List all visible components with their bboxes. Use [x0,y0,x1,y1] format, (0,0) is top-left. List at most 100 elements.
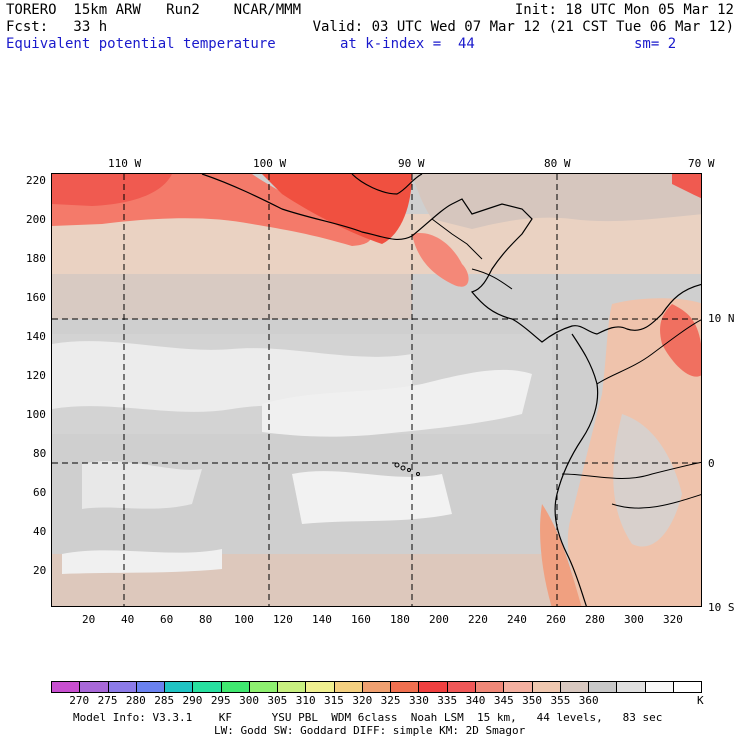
colorbar-swatch [362,682,392,692]
colorbar-tick-label: 310 [295,694,316,707]
colorbar-tick-label: 345 [493,694,514,707]
x-tick-320: 320 [663,613,683,626]
colorbar-swatch [306,682,335,692]
colorbar-unit: K [697,694,704,707]
x-tick-260: 260 [546,613,566,626]
lon-label-90w: 90 W [398,157,425,170]
y-tick-140: 140 [26,330,46,343]
galapagos-island-2 [400,465,406,471]
pale-region-central [262,369,532,437]
x-tick-200: 200 [429,613,449,626]
border-colombia [596,319,701,385]
lat-label-10n: 10 N [708,312,735,325]
lon-label-110w: 110 W [108,157,142,170]
colorbar-swatch [645,682,674,692]
lat-label-10s: 10 S [708,601,735,614]
border-ecuador-peru [561,461,701,479]
x-tick-280: 280 [585,613,605,626]
colorbar-swatch [193,682,222,692]
x-tick-120: 120 [273,613,293,626]
colorbar-swatch [617,682,646,692]
pale-region-south [292,471,452,524]
colorbar-swatch [278,682,307,692]
colorbar-tick-label: 305 [267,694,288,707]
galapagos-island-3 [407,468,411,472]
colorbar-tick-label: 350 [522,694,543,707]
valid-time: Valid: 03 UTC Wed 07 Mar 12 (21 CST Tue … [312,19,734,35]
border-guatemala [431,218,483,260]
colorbar-swatch [136,682,166,692]
colorbar-swatch [419,682,448,692]
x-tick-40: 40 [121,613,135,626]
colorbar-swatch [673,682,702,692]
galapagos-island-4 [416,472,420,476]
x-tick-180: 180 [390,613,410,626]
y-tick-60: 60 [33,486,47,499]
colorbar-swatch [334,682,363,692]
colorbar-tick-label: 325 [380,694,401,707]
x-tick-300: 300 [624,613,644,626]
colorbar-tick-label: 335 [437,694,458,707]
x-tick-100: 100 [234,613,254,626]
x-tick-160: 160 [351,613,371,626]
colorbar-swatch [475,682,505,692]
coastline-central-america [201,174,701,343]
border-honduras [471,268,513,290]
border-peru-brazil [611,494,701,509]
colorbar-tick-label: 355 [550,694,571,707]
colorbar-tick-label: 270 [69,694,90,707]
colorbar [51,681,702,693]
hot-core-caribbean [672,174,701,199]
colorbar-swatch [391,682,420,692]
colorbar-swatch [249,682,279,692]
colorbar-tick-label: 285 [154,694,175,707]
x-tick-240: 240 [507,613,527,626]
colorbar-tick-label: 330 [408,694,429,707]
y-tick-120: 120 [26,369,46,382]
coastline-south-america-west [554,333,599,606]
pale-region-far-south [62,549,222,574]
smoothing: sm= 2 [634,36,677,52]
hot-core-northwest [52,174,172,206]
x-tick-220: 220 [468,613,488,626]
lon-label-100w: 100 W [253,157,287,170]
colorbar-swatch [447,682,476,692]
y-tick-20: 20 [33,564,47,577]
colorbar-tick-label: 280 [125,694,146,707]
y-tick-200: 200 [26,213,46,226]
map-canvas [52,174,701,606]
hot-region-guatemala [412,233,469,287]
cool-region-andes [613,414,682,547]
colorbar-swatch [221,682,250,692]
colorbar-tick-label: 340 [465,694,486,707]
colorbar-swatch [589,682,618,692]
colorbar-tick-label: 290 [182,694,203,707]
model-info: Model Info: V3.3.1 KF YSU PBL WDM 6class… [73,711,663,724]
x-tick-80: 80 [199,613,213,626]
field-name: Equivalent potential temperature [6,36,276,52]
pale-region-southwest [82,461,202,509]
colorbar-swatch [532,682,561,692]
galapagos-island-1 [394,462,400,468]
colorbar-tick-label: 360 [578,694,599,707]
colorbar-tick-label: 295 [210,694,231,707]
y-tick-40: 40 [33,525,47,538]
x-tick-20: 20 [82,613,96,626]
colorbar-tick-label: 275 [97,694,118,707]
y-tick-100: 100 [26,408,46,421]
gulf-region [412,174,701,229]
forecast-hour: Fcst: 33 h [6,19,108,35]
theta-e-map [51,173,702,607]
x-tick-60: 60 [160,613,174,626]
colorbar-swatch [560,682,590,692]
lat-label-0: 0 [708,457,715,470]
colorbar-swatch [504,682,533,692]
colorbar-swatch [52,682,81,692]
y-tick-80: 80 [33,447,47,460]
colorbar-swatch [108,682,137,692]
lon-label-80w: 80 W [544,157,571,170]
model-title: TORERO 15km ARW Run2 NCAR/MMM [6,2,302,18]
northern-transition-band [52,274,412,319]
x-tick-140: 140 [312,613,332,626]
colorbar-tick-label: 300 [239,694,259,707]
